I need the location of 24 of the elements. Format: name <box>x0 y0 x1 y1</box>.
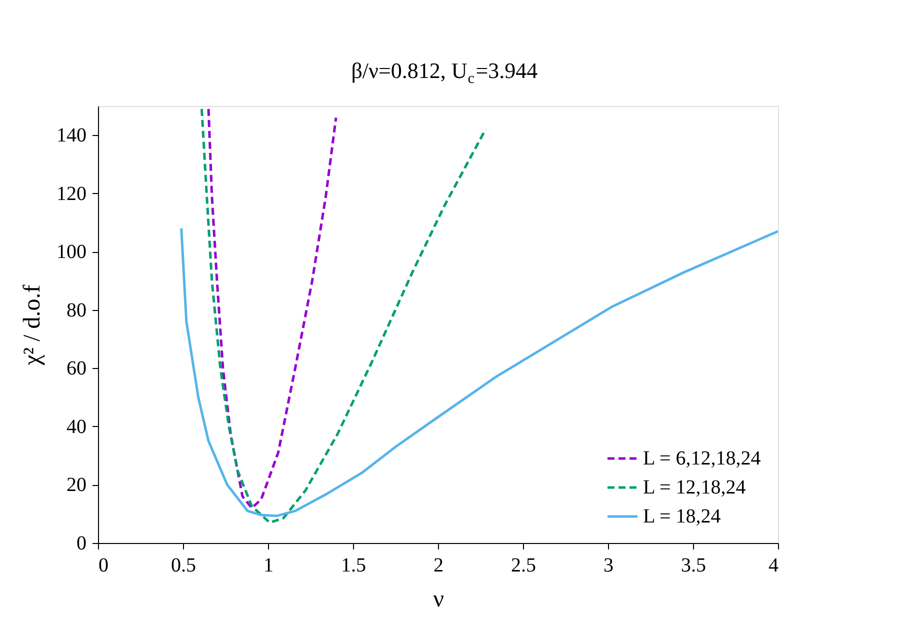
y-tick-label: 100 <box>56 241 86 264</box>
line-series <box>207 108 338 510</box>
x-axis-title: ν <box>433 586 444 612</box>
x-tick-label: 0.5 <box>171 554 196 576</box>
x-tick-label: 1.5 <box>341 554 366 576</box>
y-tick-label: 60 <box>66 358 86 380</box>
x-tick-label: 1 <box>264 554 274 576</box>
y-tick-label: 140 <box>56 124 86 147</box>
x-tick-label: 3 <box>604 554 614 576</box>
legend-label: L = 18,24 <box>643 506 721 528</box>
y-axis-title: χ² / d.o.f <box>20 284 46 366</box>
y-tick-label: 120 <box>56 182 86 205</box>
x-tick-label: 3.5 <box>681 554 706 576</box>
x-tick-label: 0 <box>98 554 108 576</box>
y-tick-label: 0 <box>76 532 86 554</box>
y-tick-label: 80 <box>66 299 86 322</box>
x-tick-label: 2.5 <box>511 554 536 576</box>
x-tick-label: 2 <box>434 554 444 576</box>
legend-label: L = 6,12,18,24 <box>643 448 761 470</box>
y-tick-label: 20 <box>66 474 86 496</box>
x-tick-label: 4 <box>768 554 778 576</box>
y-tick-label: 40 <box>66 416 86 438</box>
legend-label: L = 12,18,24 <box>643 476 746 498</box>
line-series <box>200 108 487 524</box>
